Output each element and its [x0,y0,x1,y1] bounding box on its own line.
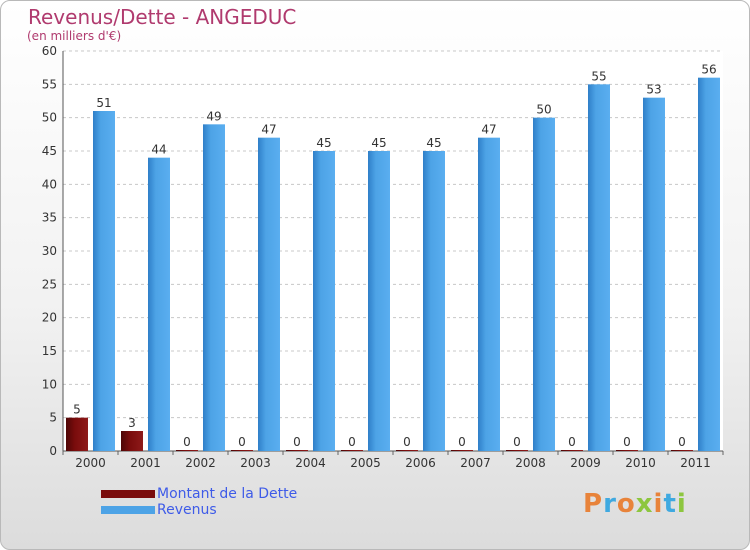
y-tick-label: 20 [42,311,57,325]
legend-label-revenus: Revenus [157,502,217,518]
bar-revenus [698,77,720,452]
data-label-revenus: 44 [151,143,166,157]
data-label-dette: 0 [403,435,411,449]
data-label-revenus: 51 [96,96,111,110]
data-label-revenus: 45 [371,136,386,150]
bar-revenus [368,151,390,451]
y-tick-label: 45 [42,144,57,158]
bar-revenus [258,137,280,451]
x-tick-label: 2004 [295,456,326,470]
data-label-revenus: 47 [481,123,496,137]
bar-dette [616,450,638,451]
data-label-dette: 0 [623,435,631,449]
x-tick-label: 2010 [625,456,656,470]
bar-dette [176,450,198,451]
x-tick-label: 2001 [130,456,161,470]
bar-revenus [643,97,665,452]
y-tick-label: 35 [42,211,57,225]
bar-dette [451,450,473,451]
logo-letter: x [635,489,654,519]
chart-subtitle: (en milliers d'€) [27,29,122,43]
bar-dette [286,450,308,451]
x-tick-label: 2005 [350,456,381,470]
bar-dette [66,417,88,451]
x-tick-label: 2007 [460,456,491,470]
y-tick-label: 30 [42,244,57,258]
logo-letter: o [616,489,636,519]
logo-letter: P [583,489,604,519]
logo-letter: t [663,489,677,519]
bar-dette [671,450,693,451]
x-tick-label: 2002 [185,456,216,470]
legend-swatch-dette [101,490,155,498]
bar-dette [561,450,583,451]
data-label-revenus: 45 [426,136,441,150]
y-tick-label: 5 [49,411,57,425]
y-tick-label: 50 [42,111,57,125]
proxiti-logo: Proxiti [583,489,687,519]
x-tick-label: 2006 [405,456,436,470]
bar-dette [506,450,528,451]
data-label-dette: 0 [568,435,576,449]
data-label-revenus: 53 [646,83,661,97]
y-tick-label: 10 [42,377,57,391]
chart-title: Revenus/Dette - ANGEDUC [28,5,297,29]
bar-revenus [93,111,115,451]
y-tick-label: 40 [42,177,57,191]
y-tick-label: 55 [42,77,57,91]
legend-swatch-revenus [101,506,155,514]
bar-dette [396,450,418,451]
x-tick-label: 2009 [570,456,601,470]
data-label-dette: 0 [183,435,191,449]
bar-dette [231,450,253,451]
data-label-dette: 0 [458,435,466,449]
data-label-revenus: 56 [701,63,716,77]
data-label-dette: 0 [293,435,301,449]
x-tick-label: 2000 [75,456,106,470]
bar-revenus [313,151,335,451]
bar-dette [341,450,363,451]
x-tick-label: 2011 [680,456,711,470]
data-label-revenus: 45 [316,136,331,150]
data-label-dette: 0 [348,435,356,449]
data-label-revenus: 49 [206,109,221,123]
x-tick-label: 2008 [515,456,546,470]
y-tick-label: 60 [42,44,57,58]
data-label-dette: 5 [73,403,81,417]
bar-revenus [423,151,445,451]
bar-revenus [478,137,500,451]
data-label-revenus: 47 [261,123,276,137]
bar-revenus [533,117,555,452]
logo-letter: r [603,489,617,519]
bar-revenus [203,124,225,451]
y-tick-label: 15 [42,344,57,358]
data-label-dette: 0 [678,435,686,449]
y-tick-label: 25 [42,277,57,291]
bar-revenus [148,157,170,451]
data-label-dette: 0 [238,435,246,449]
y-tick-label: 0 [49,444,57,458]
logo-letter: i [676,489,687,519]
bar-revenus [588,84,610,451]
data-label-revenus: 55 [591,69,606,83]
data-label-dette: 3 [128,416,136,430]
legend-label-dette: Montant de la Dette [157,486,298,502]
x-tick-label: 2003 [240,456,271,470]
data-label-dette: 0 [513,435,521,449]
data-label-revenus: 50 [536,103,551,117]
logo-letter: i [653,489,664,519]
bar-dette [121,431,143,451]
